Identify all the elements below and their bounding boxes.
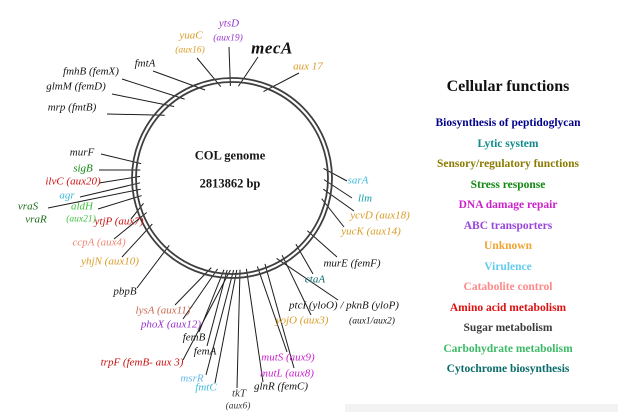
connector-line (152, 70, 206, 91)
gene-label-sara: sarA (347, 174, 369, 187)
gene-label-pbpb: pbpB (113, 285, 137, 298)
gene-label-yuck-aux14: yucK (aux14) (341, 225, 401, 238)
gene-label-ctaa: ctaA (304, 273, 326, 286)
connector-line (196, 57, 222, 88)
gene-label-aux16: (aux16) (175, 45, 205, 56)
connector-line (214, 269, 238, 384)
connector-line (79, 182, 141, 198)
gene-label-phox-aux12: phoX (aux12) (140, 318, 202, 331)
legend-item-lytic-system: Lytic system (477, 137, 539, 150)
connector-line (256, 266, 288, 353)
gene-label-ycvd-aux18: ycvD (aux18) (350, 209, 410, 222)
connector-line (205, 269, 235, 376)
gene-label-aux21: (aux21) (66, 214, 96, 225)
gene-label-agr: agr (59, 189, 75, 202)
legend-item-amino-acid-metabolism: Amino acid metabolism (449, 301, 567, 314)
gene-label-glnr-femc: glnR (femC) (253, 380, 309, 393)
connector-line (323, 188, 355, 212)
scan-artifact-bar (345, 404, 618, 412)
connector-line (295, 243, 314, 275)
gene-label-aux6: (aux6) (225, 401, 251, 412)
gene-label-ilvc-aux20: ilvC (aux20) (45, 175, 101, 188)
gene-label-mutl-aux8: mutL (aux8) (260, 367, 314, 380)
gene-label-yuac: yuaC (179, 29, 203, 42)
connector-line (307, 230, 338, 258)
connector-line (236, 269, 241, 389)
gene-label-aux-17: aux 17 (293, 60, 323, 73)
gene-label-fmta: fmtA (134, 57, 156, 70)
gene-label-yojo-aux3: yojO (aux3) (275, 314, 329, 327)
gene-label-ytjp-aux7: ytjP (aux7) (94, 215, 144, 228)
gene-label-vrar: vraR (25, 213, 47, 226)
gene-label-lysa-aux11: lysA (aux11) (135, 304, 191, 317)
connector-line (281, 254, 312, 316)
gene-label-aldh: aldH (71, 200, 93, 213)
gene-label-aux19: (aux19) (213, 33, 243, 44)
genome-ring-inner (135, 81, 329, 275)
gene-label-sigb: sigB (73, 162, 93, 175)
gene-label-aux1-aux2: (aux1/aux2) (349, 316, 395, 327)
gene-label-yhjn-aux10: yhjN (aux10) (81, 255, 139, 268)
legend-item-dna-damage-repair: DNA damage repair (458, 199, 558, 211)
gene-label-murf: murF (69, 146, 95, 159)
legend-title: Cellular functions (446, 78, 570, 95)
legend-item-virulence: Virulence (484, 260, 532, 273)
legend-item-sensory-regulatory-functions: Sensory/regulatory functions (437, 158, 579, 170)
gene-label-ptci-yloo-pknb-ylop: ptcI (yloO) / pknB (yloP) (289, 299, 399, 312)
gene-label-trpf-femb-aux-3: trpF (femB- aux 3) (100, 356, 184, 369)
legend-items: Biosynthesis of peptidoglycan Lytic syste… (397, 113, 618, 380)
legend-item-carbohydrate-metabolism: Carbohydrate metabolism (443, 342, 573, 355)
gene-label-mure-femf: murE (femF) (323, 257, 381, 270)
gene-label-llm: llm (357, 192, 373, 205)
legend-item-unknown: Unknown (484, 240, 532, 252)
connector-line (98, 175, 141, 184)
gene-label-fmhb-femx: fmhB (femX) (63, 65, 119, 78)
gene-label-fmtc: fmtC (195, 381, 217, 394)
legend-item-catabolite-control: Catabolite control (463, 281, 553, 293)
connector-line (182, 268, 219, 320)
connector-line (100, 153, 142, 165)
gene-label-ytsd: ytsD (218, 17, 240, 30)
gene-label-muts-aux9: mutS (aux9) (261, 351, 315, 364)
connector-line (228, 46, 231, 87)
connector-line (238, 56, 259, 87)
legend-item-abc-transporters: ABC transporters (463, 219, 553, 232)
legend-panel: Cellular functions Biosynthesis of pepti… (397, 78, 618, 380)
connector-line (182, 269, 231, 361)
connector-line (113, 212, 148, 240)
gene-label-mrp-fmtb: mrp (fmtB) (47, 101, 97, 114)
legend-item-stress-response: Stress response (470, 178, 546, 191)
gene-label-ccpa-aux4: ccpA (aux4) (72, 236, 126, 249)
genome-size: 2813862 bp (199, 176, 261, 191)
gene-label-tkt: tkT (231, 387, 247, 400)
genome-name: COL genome (194, 148, 266, 163)
connector-line (264, 263, 295, 369)
gene-label-msrr: msrR (180, 372, 204, 385)
legend-item-cytochrome-biosynthesis: Cytochrome biosynthesis (446, 363, 570, 375)
gene-label-vras: vraS (17, 200, 39, 213)
connector-line (263, 72, 300, 92)
legend-item-sugar-metabolism: Sugar metabolism (463, 322, 553, 334)
connector-line (245, 268, 264, 383)
gene-label-glmm-femd: glmM (femD) (46, 80, 106, 93)
gene-label-femb: femB (182, 331, 206, 344)
connector-line (47, 188, 141, 209)
gene-label-meca: mecA (251, 38, 293, 58)
gene-label-fema: femA (193, 345, 217, 358)
genome-ring-outer (131, 77, 333, 279)
legend-item-biosynthesis-of-peptidoglycan: Biosynthesis of peptidoglycan (435, 117, 581, 129)
